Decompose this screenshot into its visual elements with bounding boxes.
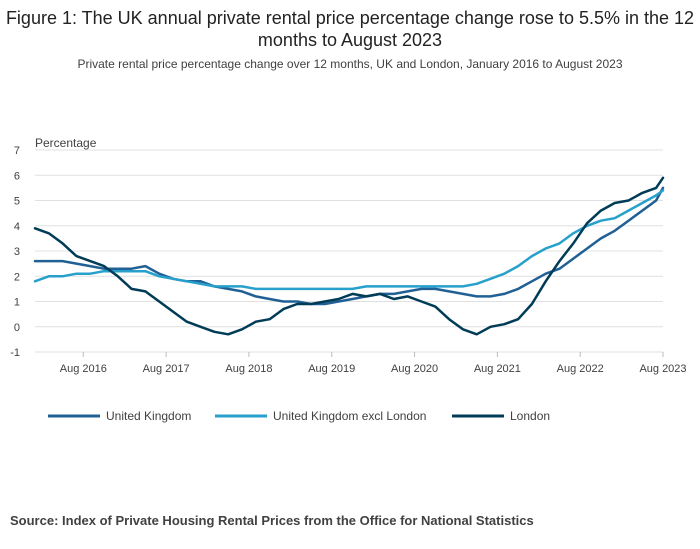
y-tick-label: 7 (14, 145, 20, 157)
x-tick-label: Aug 2021 (474, 363, 521, 375)
series-line-london (33, 176, 665, 336)
y-tick-label: 5 (14, 196, 20, 208)
legend: United Kingdom United Kingdom excl London… (48, 409, 550, 423)
series-lines (33, 176, 665, 336)
grid-lines (35, 149, 663, 353)
y-tick-label: 1 (14, 297, 20, 309)
chart-title: Figure 1: The UK annual private rental p… (5, 8, 695, 50)
series-line-united-kingdom-excl-london (33, 189, 665, 291)
y-axis-label: Percentage (35, 136, 97, 150)
x-tick-label: Aug 2016 (60, 363, 107, 375)
legend-item: United Kingdom (48, 409, 191, 423)
x-tick-label: Aug 2017 (143, 363, 190, 375)
y-axis-ticks: -1 0 1 2 3 4 5 6 7 (10, 145, 20, 359)
y-tick-label: 0 (14, 322, 20, 334)
x-tick-label: Aug 2020 (391, 363, 438, 375)
source-note: Source: Index of Private Housing Rental … (10, 513, 534, 528)
y-tick-label: 6 (14, 170, 20, 182)
x-axis-ticks: Aug 2016 Aug 2017 Aug 2018 Aug 2019 Aug 2020… (60, 352, 687, 375)
y-tick-label: -1 (10, 347, 20, 359)
y-tick-label: 2 (14, 271, 20, 283)
legend-label: London (510, 409, 550, 423)
legend-label: United Kingdom excl London (273, 409, 426, 423)
x-tick-label: Aug 2023 (639, 363, 686, 375)
x-tick-label: Aug 2018 (225, 363, 272, 375)
chart-subtitle: Private rental price percentage change o… (77, 57, 623, 71)
x-tick-label: Aug 2022 (557, 363, 604, 375)
y-tick-label: 3 (14, 246, 20, 258)
series-line-united-kingdom (33, 186, 665, 306)
legend-item: United Kingdom excl London (215, 409, 426, 423)
x-tick-label: Aug 2019 (308, 363, 355, 375)
legend-item: London (452, 409, 550, 423)
legend-label: United Kingdom (106, 409, 191, 423)
y-tick-label: 4 (14, 221, 20, 233)
